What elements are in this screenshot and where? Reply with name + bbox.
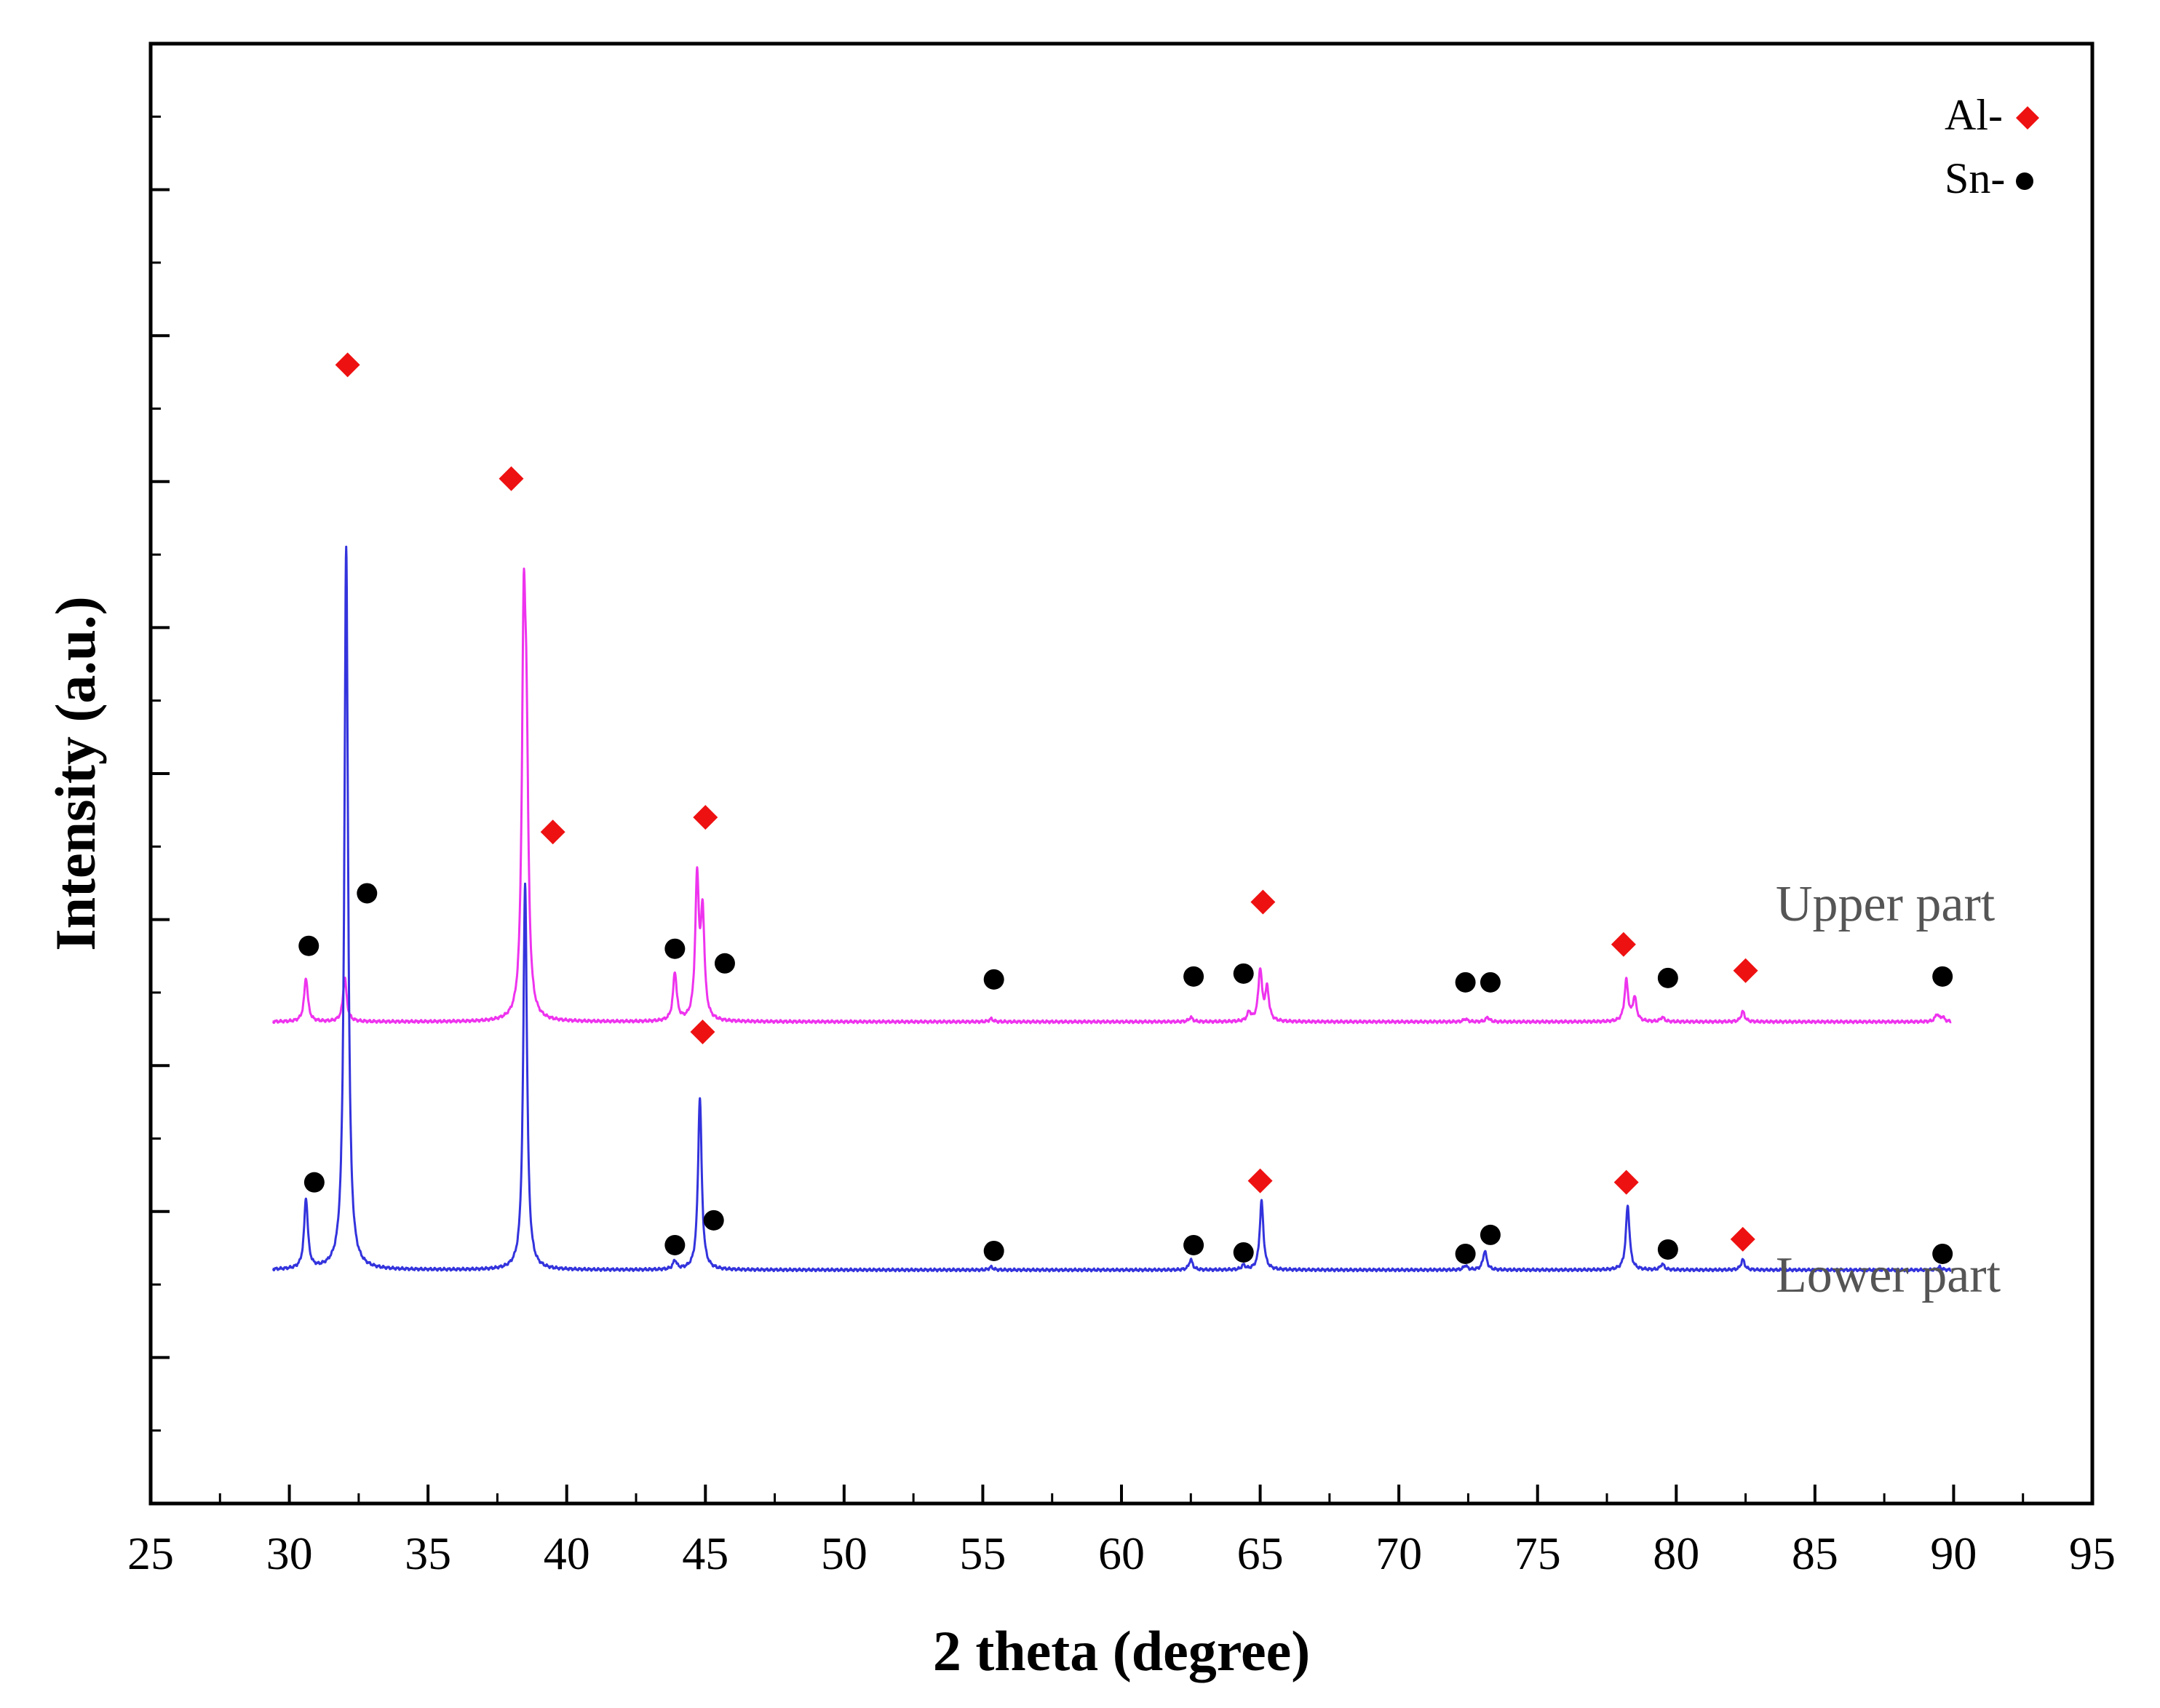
x-tick-label: 90 [1930,1528,1977,1579]
series-line-lower-part [271,545,1952,1273]
sn-peak-marker [1657,967,1678,988]
al-peak-marker [499,466,524,491]
x-tick-label: 70 [1375,1528,1422,1579]
series-layer [271,545,1952,1273]
sn-peak-marker [714,953,735,974]
axis-ticks [149,115,2094,1504]
sn-peak-marker [298,935,319,956]
x-tick-label: 75 [1514,1528,1561,1579]
sn-peak-marker [1455,1243,1476,1264]
al-peak-marker [1611,932,1636,957]
sn-peak-marker [1932,1243,1953,1264]
marker-layer [298,352,1953,1264]
al-peak-marker [690,1020,715,1045]
plot-frame [148,41,2095,1506]
al-peak-marker [1250,889,1276,915]
x-tick-label: 50 [821,1528,867,1579]
sn-peak-marker [664,938,686,959]
x-tick-label: 65 [1237,1528,1284,1579]
sn-peak-marker [357,883,378,904]
sn-peak-marker [1480,1224,1501,1245]
sn-peak-marker [1233,1242,1254,1263]
series-label-lower-part: Lower part [1776,1247,2001,1303]
sn-peak-marker [1932,966,1953,987]
al-peak-marker [335,352,360,378]
al-peak-marker [540,819,565,845]
legend-label-al: Al- [1945,91,2003,139]
sn-peak-marker [983,1240,1004,1261]
legend-marker-al [2016,106,2039,130]
x-tick-label: 25 [127,1528,174,1579]
sn-peak-marker [303,1172,325,1193]
x-tick-label: 35 [405,1528,451,1579]
y-axis-title: Intensity (a.u.) [44,596,107,951]
al-peak-marker [1730,1226,1755,1252]
x-tick-label: 85 [1792,1528,1838,1579]
al-peak-marker [1613,1169,1639,1195]
x-tick-label: 30 [266,1528,313,1579]
x-tick-label: 40 [544,1528,590,1579]
legend-marker-sn [2016,172,2033,190]
x-tick-labels: 25 30 35 40 45 50 55 60 65 70 75 80 85 90 95 [127,1528,2116,1579]
sn-peak-marker [983,969,1004,990]
sn-peak-marker [664,1234,686,1255]
sn-peak-marker [1183,1234,1204,1255]
x-tick-label: 55 [959,1528,1006,1579]
al-peak-marker [1733,958,1758,983]
series-label-upper-part: Upper part [1776,876,1996,932]
sn-peak-marker [1480,972,1501,993]
sn-peak-marker [1455,972,1476,993]
sn-peak-marker [1233,963,1254,984]
x-tick-label: 95 [2069,1528,2116,1579]
legend-label-sn: Sn- [1945,154,2005,202]
legend: Al- Sn- [1945,91,2039,202]
al-peak-marker [693,805,718,830]
x-axis-title: 2 theta (degree) [933,1619,1310,1683]
al-peak-marker [1247,1168,1273,1193]
sn-peak-marker [1183,966,1204,987]
x-tick-label: 45 [682,1528,728,1579]
series-line-upper-part [271,567,1952,1025]
sn-peak-marker [1657,1239,1678,1260]
sn-peak-marker [703,1209,724,1231]
x-tick-label: 60 [1098,1528,1145,1579]
x-tick-label: 80 [1653,1528,1699,1579]
